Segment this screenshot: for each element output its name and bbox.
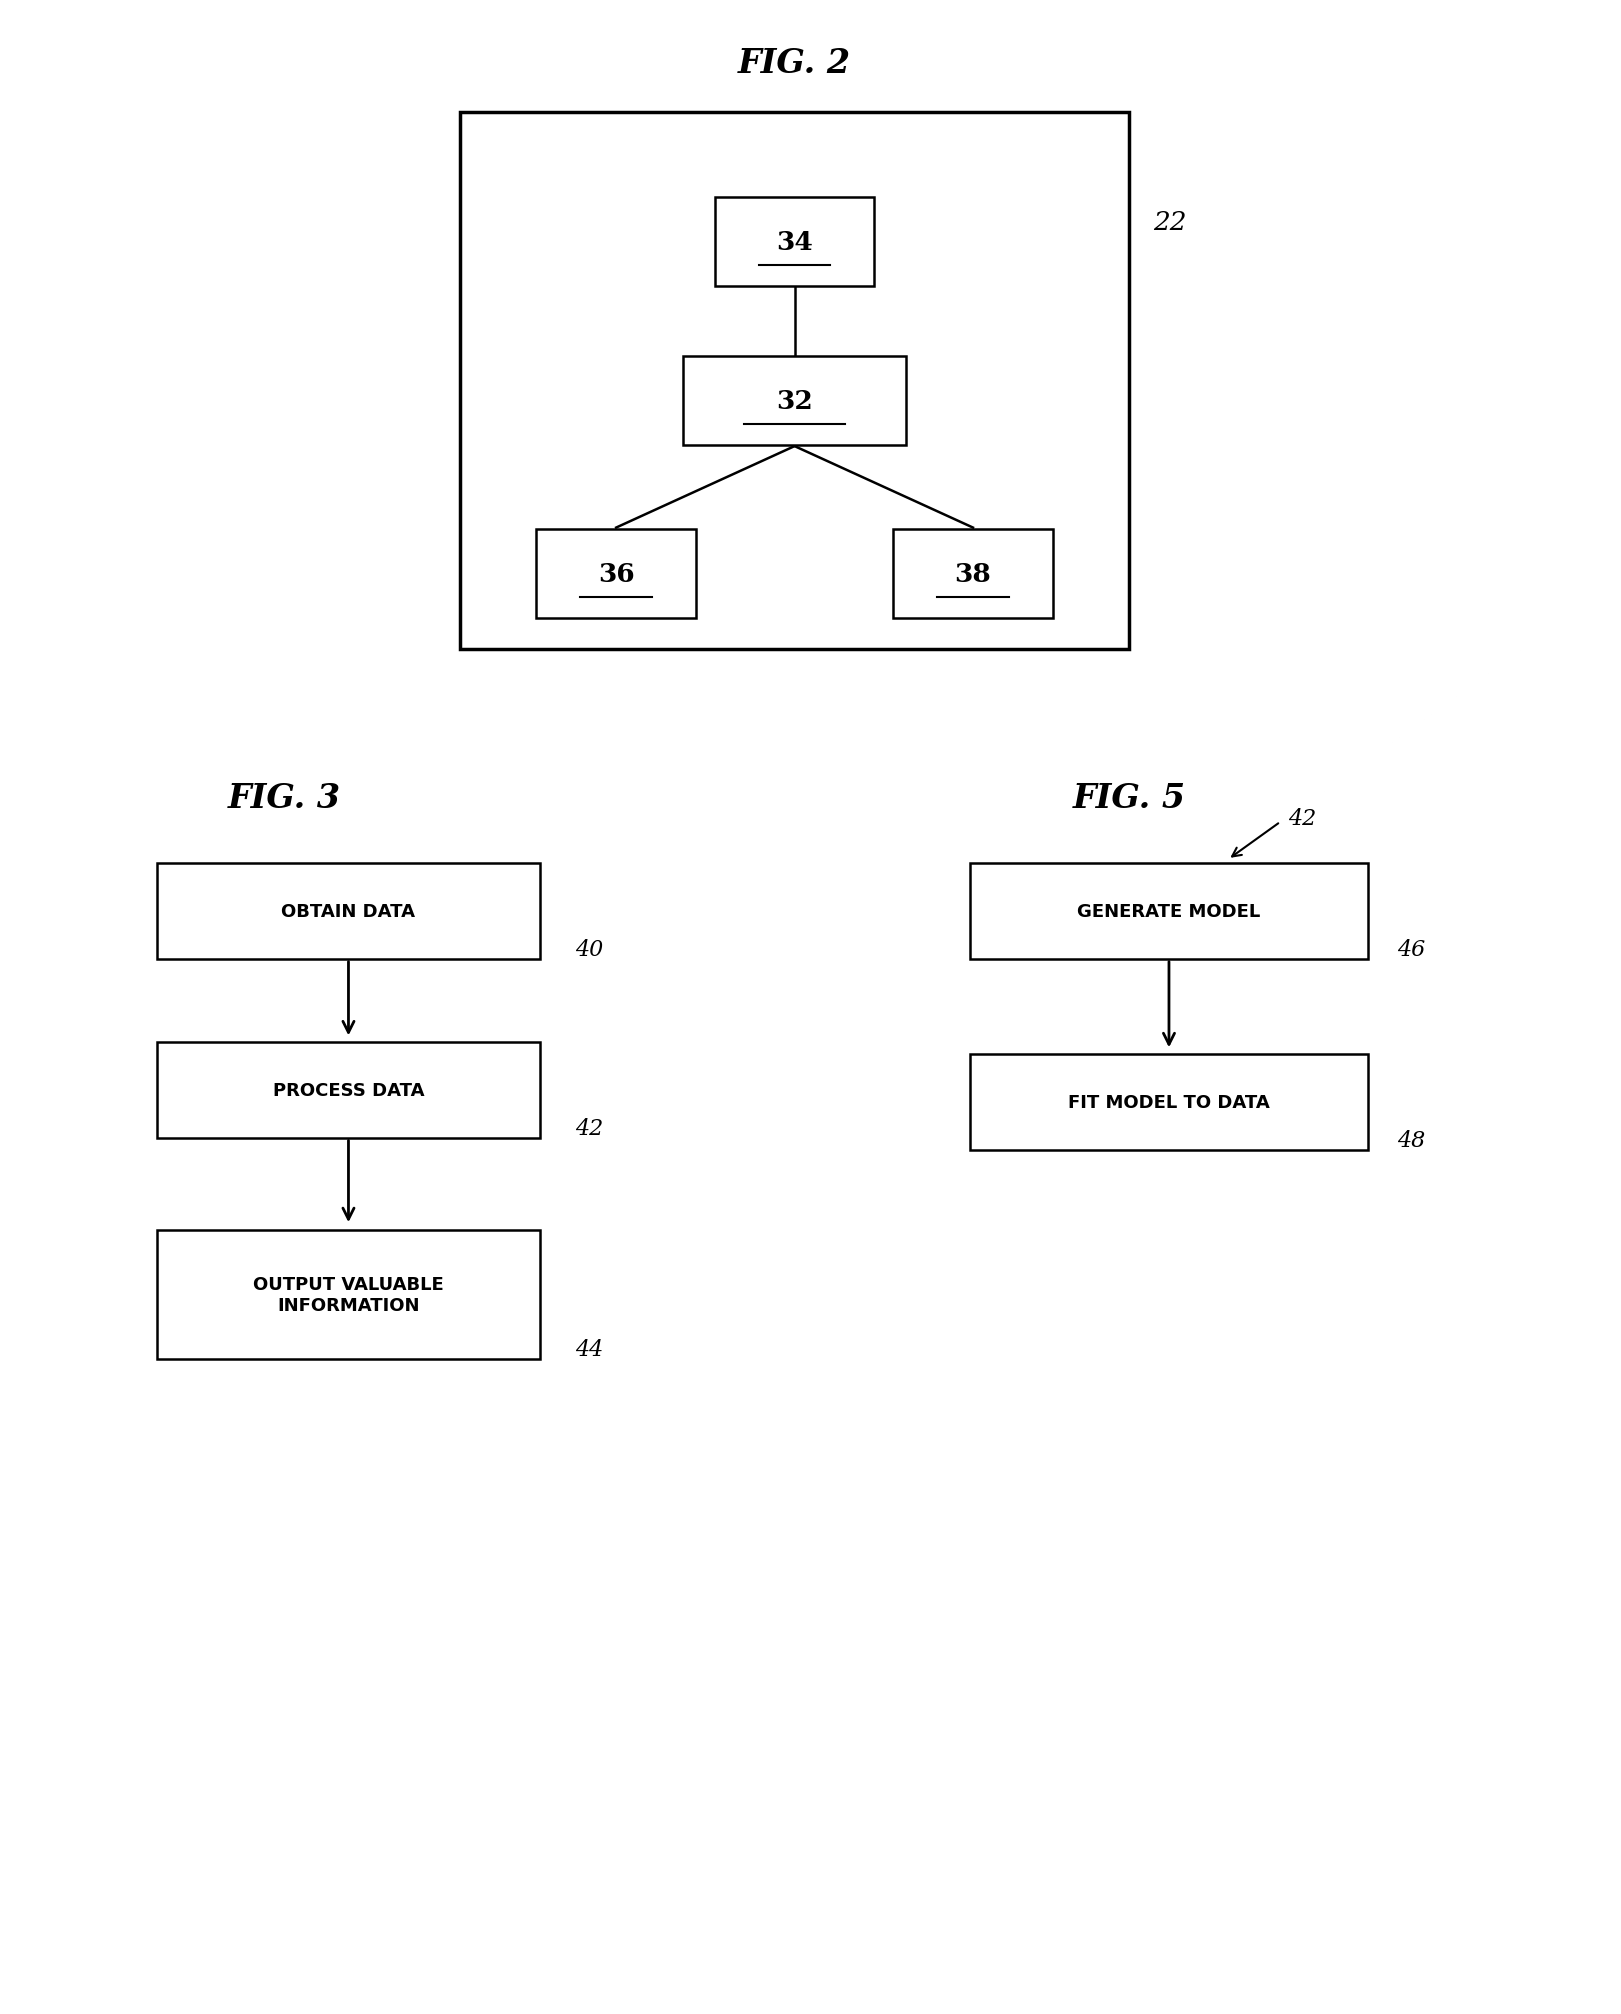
Text: FIG. 3: FIG. 3 — [229, 781, 342, 816]
Text: OBTAIN DATA: OBTAIN DATA — [282, 902, 415, 920]
Bar — [893, 530, 1052, 618]
Text: 36: 36 — [598, 562, 634, 586]
Bar — [460, 113, 1130, 649]
Bar — [157, 864, 540, 959]
Text: OUTPUT VALUABLE
INFORMATION: OUTPUT VALUABLE INFORMATION — [253, 1275, 444, 1315]
Bar — [715, 197, 874, 286]
Text: FIT MODEL TO DATA: FIT MODEL TO DATA — [1068, 1094, 1269, 1112]
Text: 48: 48 — [1397, 1130, 1425, 1152]
Text: 40: 40 — [575, 939, 603, 961]
Text: GENERATE MODEL: GENERATE MODEL — [1078, 902, 1261, 920]
Bar — [969, 864, 1368, 959]
Bar — [682, 356, 906, 445]
Text: 22: 22 — [1153, 209, 1187, 236]
Bar — [157, 1043, 540, 1138]
Text: 34: 34 — [776, 230, 814, 256]
Text: 44: 44 — [575, 1339, 603, 1361]
Text: 42: 42 — [1289, 808, 1316, 830]
Text: FIG. 5: FIG. 5 — [1073, 781, 1185, 816]
Text: 38: 38 — [955, 562, 992, 586]
Text: PROCESS DATA: PROCESS DATA — [272, 1082, 425, 1100]
Bar — [157, 1231, 540, 1359]
Text: 46: 46 — [1397, 939, 1425, 961]
Text: 32: 32 — [776, 389, 814, 413]
Bar — [537, 530, 695, 618]
Text: 42: 42 — [575, 1118, 603, 1140]
Bar — [969, 1055, 1368, 1150]
Text: FIG. 2: FIG. 2 — [738, 46, 851, 81]
